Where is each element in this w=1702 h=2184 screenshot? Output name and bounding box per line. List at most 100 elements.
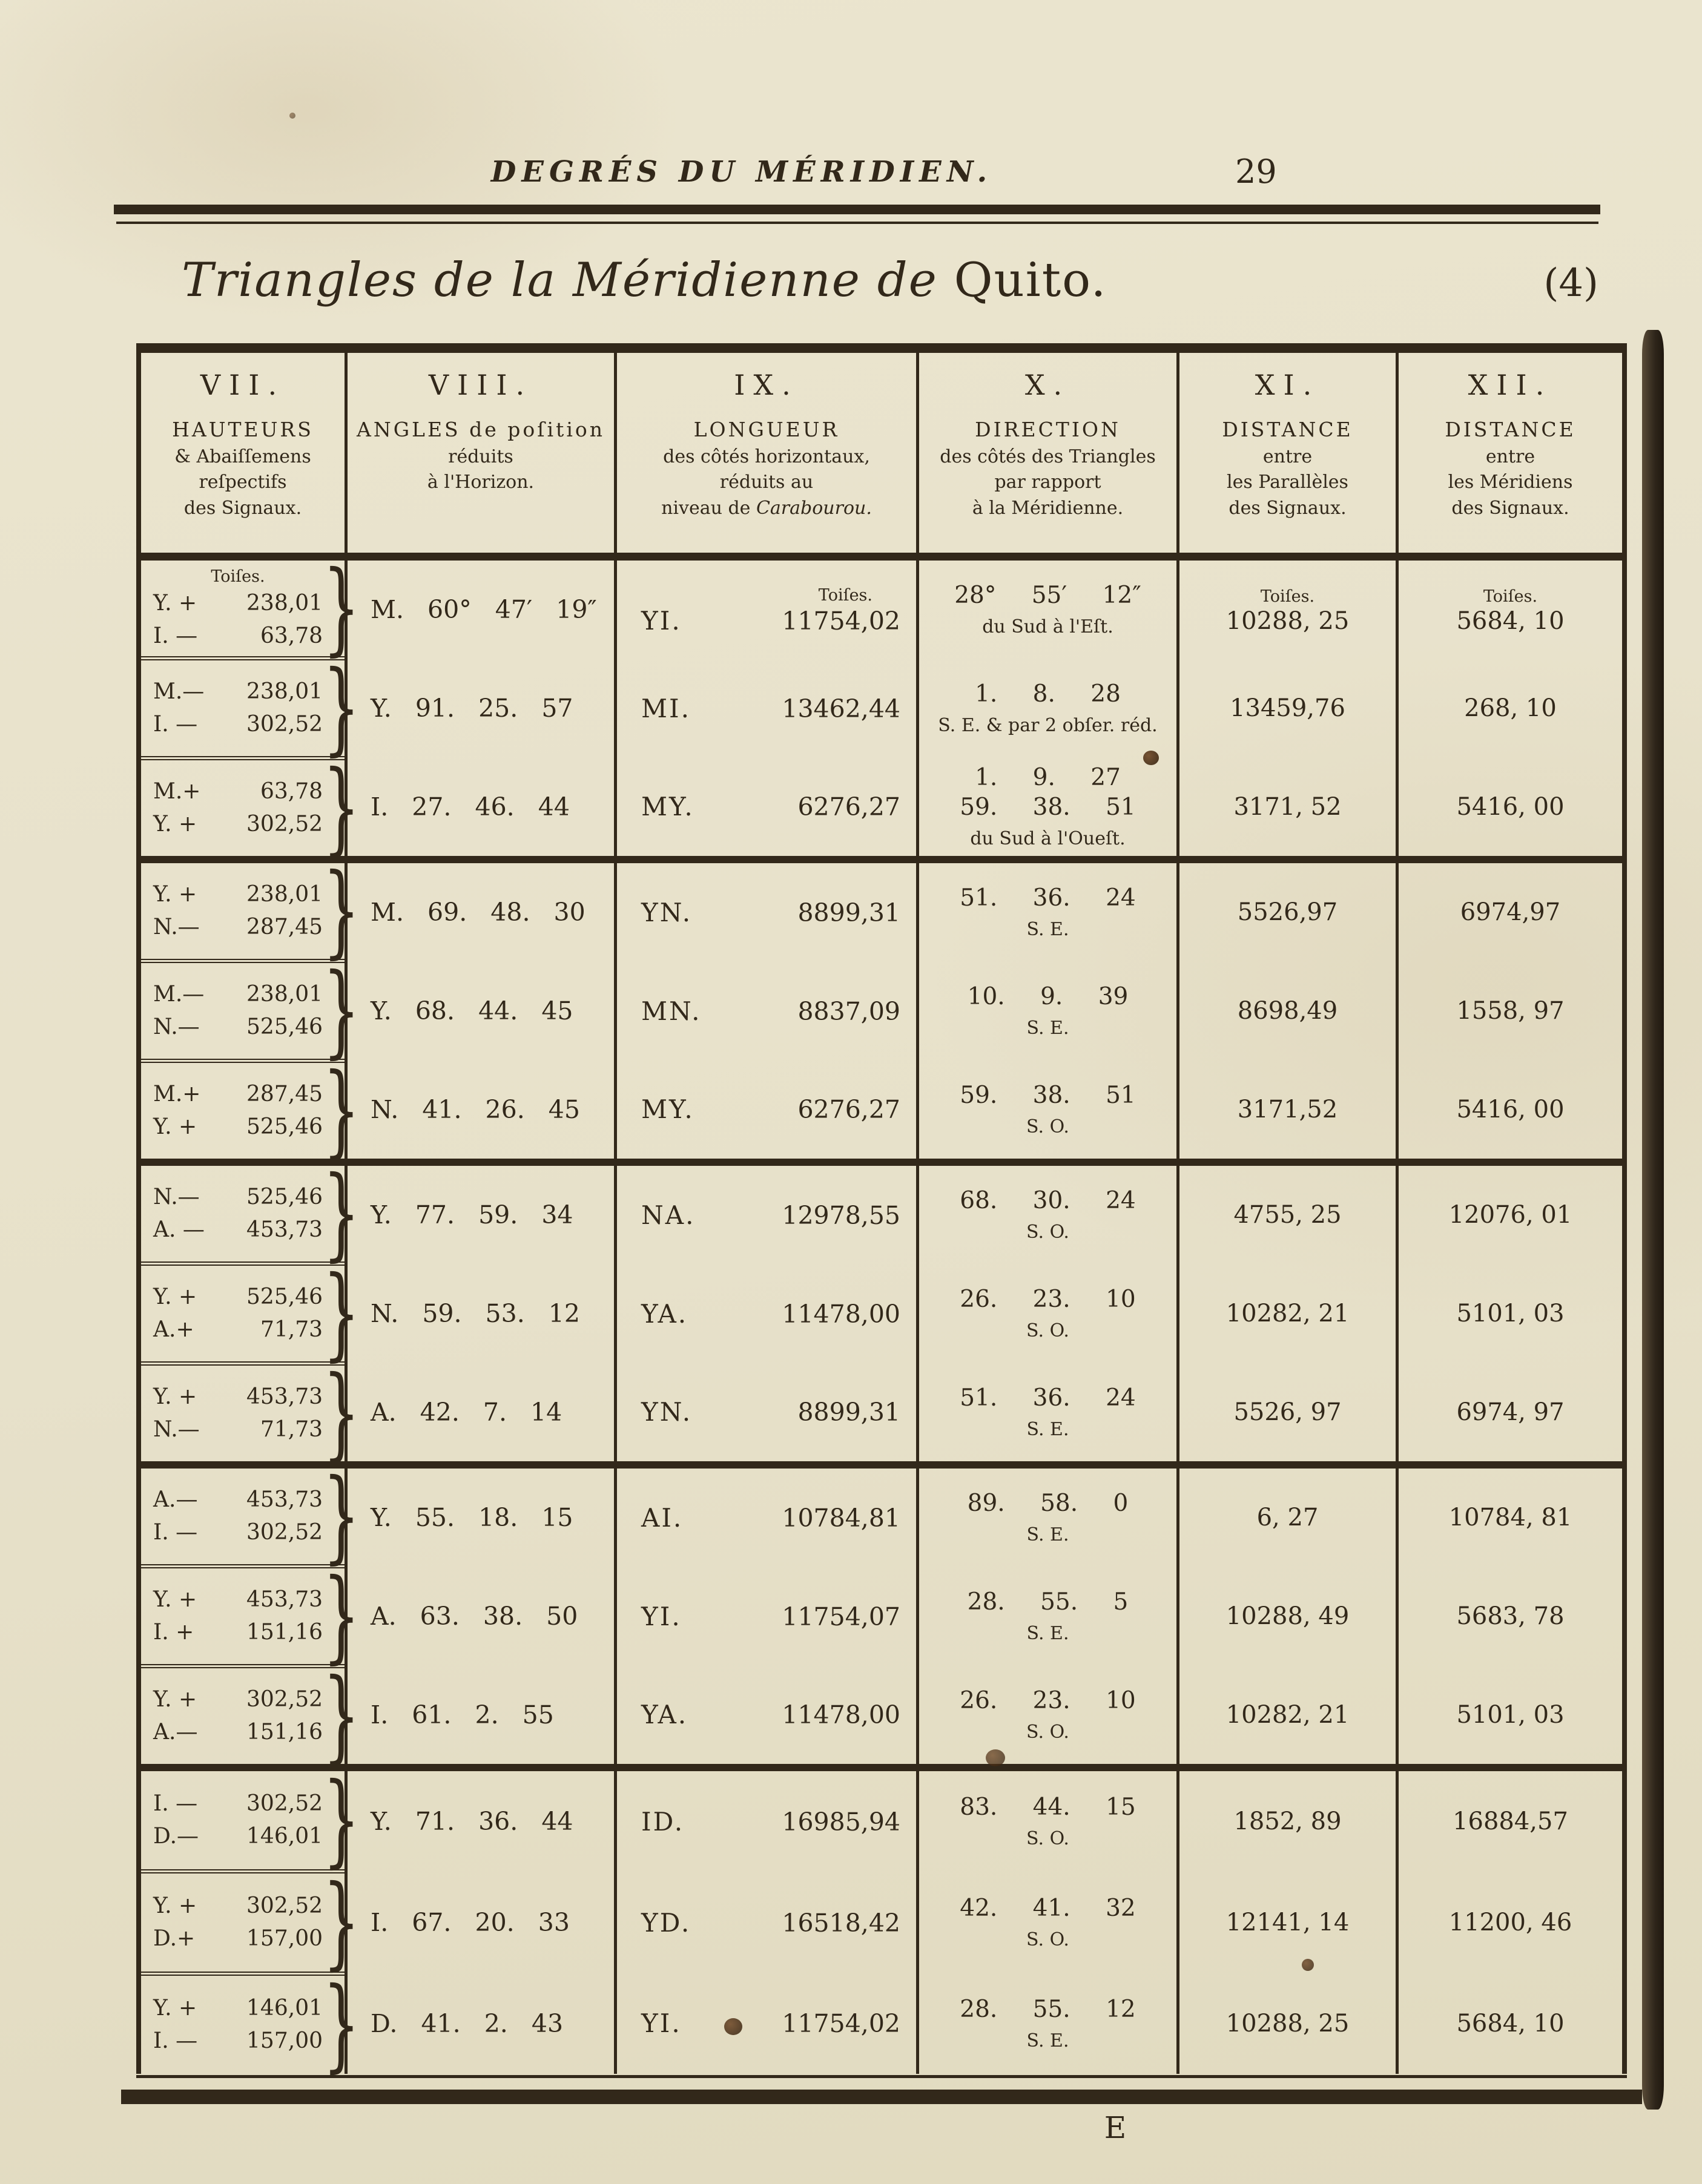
- column-header-line: reſpectifs: [199, 472, 287, 493]
- triangle-block: I. — 302,52 D.— 146,01} Y. + 302,52 D.+ 157,00}…: [141, 1764, 1622, 2083]
- angle-value: Y. 91. 25. 57: [371, 694, 573, 723]
- height-value: 453,73: [246, 1587, 323, 1612]
- height-value: 146,01: [246, 1996, 323, 2021]
- brace-glyph: }: [323, 1966, 360, 2083]
- col-meridians: 6974,97 1558, 97 5416, 00: [1396, 863, 1622, 1159]
- parallel-value: 1852, 89: [1233, 1807, 1342, 1836]
- column-header-xi: XI. DISTANCE entre les Parallèles des Si…: [1176, 353, 1396, 553]
- direction-line: S. E.: [1026, 2030, 1069, 2051]
- direction-line: S. O.: [1026, 1222, 1069, 1243]
- title-row: Triangles de la Méridienne de Quito. (4): [182, 253, 1598, 308]
- height-prefix: I. —: [153, 1791, 198, 1816]
- height-value: 453,73: [246, 1217, 323, 1242]
- col-lengths: Toiſes. YI. 11754,02 MI. 13462,44 MY. 6276,27: [614, 561, 916, 856]
- brace-glyph: }: [323, 1557, 360, 1674]
- brace-glyph: }: [323, 952, 360, 1069]
- length-row: YI. 11754,02: [617, 2008, 916, 2038]
- length-cell: MN. 8837,09: [617, 962, 916, 1061]
- plate-number: (4): [1543, 261, 1598, 306]
- height-prefix: Y. +: [153, 590, 197, 616]
- meridian-value: 16884,57: [1453, 1807, 1568, 1836]
- meridian-cell: 6974,97: [1399, 863, 1622, 962]
- height-line: N.— 525,46: [153, 1181, 323, 1214]
- header-tail-roman: niveau de: [661, 498, 756, 519]
- height-pair-cell: I. —302,52 D.— 146,01}: [141, 1770, 360, 1873]
- length-row: MN. 8837,09: [617, 996, 916, 1026]
- angle-value: N. 59. 53. 12: [371, 1299, 580, 1328]
- column-header-line: des Signaux.: [1229, 498, 1347, 519]
- side-label: AI.: [641, 1502, 684, 1533]
- height-value: 525,46: [246, 1185, 323, 1209]
- height-prefix: D.—: [153, 1824, 199, 1849]
- height-pair-cell: Toiſes. Y. +238,01 I. —63,78}: [141, 558, 360, 660]
- triangle-block: Y. +238,01 N.— 287,45} M.— 238,01 N.— 525,46} M…: [141, 856, 1622, 1161]
- meridian-cell: 12076, 01: [1399, 1166, 1622, 1265]
- direction-line: du Sud à l'Eſt.: [982, 616, 1113, 638]
- height-prefix: I. —: [153, 623, 198, 648]
- height-line: M.+ 287,45: [153, 1078, 323, 1111]
- meridian-cell: 11200, 46: [1399, 1872, 1622, 1973]
- length-value: 8899,31: [797, 1398, 900, 1427]
- side-label: YA.: [641, 1700, 688, 1730]
- column-header-line: HAUTEURS: [172, 418, 314, 441]
- parallel-cell: 4755, 25: [1179, 1166, 1396, 1265]
- side-label: YI.: [641, 606, 682, 636]
- parallel-value: 3171, 52: [1233, 792, 1342, 821]
- col-directions: 83. 44. 15 S. O. 42. 41. 32 S. O. 28. 55. 12…: [916, 1771, 1176, 2074]
- height-line: N.— 525,46: [153, 1011, 323, 1044]
- meridian-value: 5416, 00: [1456, 792, 1565, 821]
- parallel-cell: 5526, 97: [1179, 1363, 1396, 1461]
- side-label: MY.: [641, 792, 694, 822]
- column-numeral: XII.: [1468, 369, 1553, 401]
- length-cell: MY. 6276,27: [617, 757, 916, 856]
- column-numeral: VIII.: [428, 369, 533, 401]
- direction-line: S. O.: [1026, 1320, 1069, 1341]
- angle-cell: Y. 77. 59. 34: [348, 1166, 614, 1265]
- angle-value: I. 67. 20. 33: [371, 1908, 570, 1937]
- ink-spot: [289, 113, 295, 119]
- direction-line: du Sud à l'Oueſt.: [970, 828, 1126, 850]
- height-prefix: Y. +: [153, 1114, 197, 1139]
- length-row: MY. 6276,27: [617, 792, 916, 821]
- height-line: A.— 453,73: [153, 1484, 323, 1516]
- column-header-vii: VII. HAUTEURS & Abaiſſemens reſpectifs d…: [141, 353, 345, 553]
- height-value: 151,16: [246, 1620, 323, 1645]
- side-label: MI.: [641, 693, 691, 723]
- meridian-cell: 10784, 81: [1399, 1469, 1622, 1567]
- length-value: 8899,31: [797, 898, 900, 927]
- meridian-value: 11200, 46: [1448, 1909, 1572, 1936]
- height-value: 525,46: [246, 1284, 323, 1309]
- col-parallels: Toiſes. 10288, 25 13459,76 3171, 52: [1176, 561, 1396, 856]
- height-line: Y. + 453,73: [153, 1584, 323, 1616]
- direction-line: 10. 9. 39: [967, 983, 1129, 1010]
- angle-value: I. 27. 46. 44: [371, 792, 570, 821]
- meridian-cell: 16884,57: [1399, 1771, 1622, 1872]
- ink-spot: [724, 2018, 742, 2035]
- height-prefix: I. —: [153, 1520, 198, 1545]
- column-header-line: des côtés horizontaux,: [663, 446, 870, 467]
- length-cell: MY. 6276,27: [617, 1060, 916, 1159]
- angle-cell: I. 61. 2. 55: [348, 1665, 614, 1764]
- col-meridians: 16884,57 11200, 46 5684, 10: [1396, 1771, 1622, 2074]
- brace-glyph: }: [323, 1864, 360, 1981]
- column-header-ix: IX. LONGUEUR des côtés horizontaux, rédu…: [614, 353, 916, 553]
- header-tail-italic: Carabourou.: [756, 498, 872, 519]
- column-header-line: les Méridiens: [1448, 472, 1573, 493]
- side-label: YA.: [641, 1298, 688, 1329]
- height-prefix: Y. +: [153, 1687, 197, 1712]
- side-label: ID.: [641, 1806, 685, 1837]
- angle-value: M. 60° 47′ 19″: [371, 595, 597, 625]
- direction-line: S. E.: [1026, 1018, 1069, 1039]
- direction-cell: 42. 41. 32 S. O.: [919, 1872, 1176, 1973]
- height-value: 146,01: [246, 1824, 323, 1849]
- parallel-value: 3171,52: [1237, 1095, 1338, 1123]
- column-numeral: XI.: [1255, 369, 1321, 401]
- parallel-value: 6, 27: [1256, 1504, 1319, 1532]
- column-header-line: DISTANCE: [1222, 418, 1353, 441]
- direction-line: 26. 23. 10: [960, 1286, 1136, 1313]
- height-value: 525,46: [246, 1015, 323, 1039]
- brace-glyph: }: [323, 1458, 360, 1574]
- length-value: 8837,09: [797, 996, 900, 1026]
- length-row: YA. 11478,00: [617, 1700, 916, 1729]
